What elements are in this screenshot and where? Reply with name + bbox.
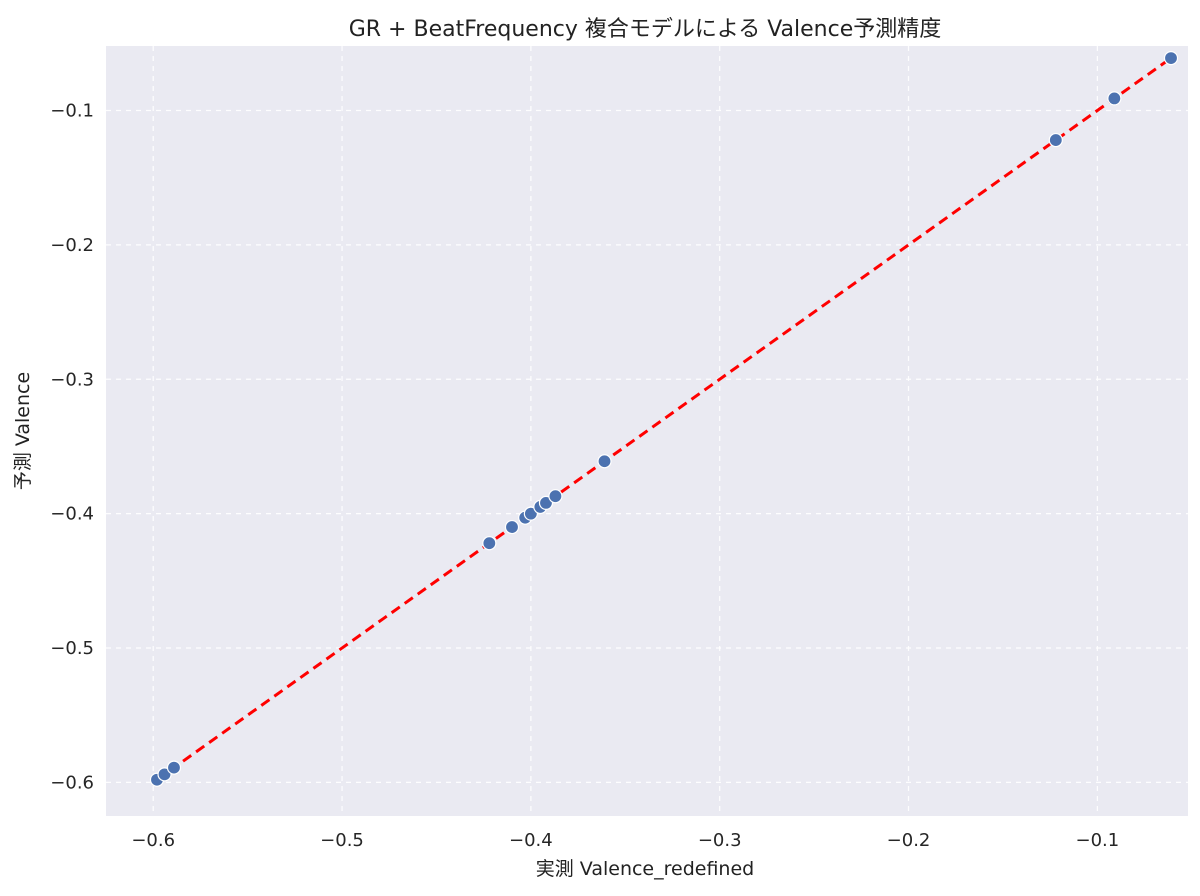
scatter-point <box>1163 50 1179 66</box>
scatter-point <box>1048 132 1063 148</box>
x-tick-label: −0.6 <box>131 830 175 851</box>
y-tick-labels: −0.6 −0.5 −0.4 −0.3 −0.2 −0.1 <box>50 101 94 794</box>
x-tick-label: −0.3 <box>698 830 742 851</box>
scatter-point <box>548 489 563 504</box>
scatter-point <box>1107 91 1122 106</box>
grid <box>106 46 1188 816</box>
scatter-point <box>504 519 520 535</box>
scatter-point <box>597 454 612 469</box>
x-tick-label: −0.4 <box>509 830 553 851</box>
y-tick-label: −0.5 <box>50 638 94 659</box>
y-tick-label: −0.6 <box>50 772 94 793</box>
x-tick-label: −0.1 <box>1076 830 1120 851</box>
x-tick-label: −0.5 <box>320 830 364 851</box>
scatter-point <box>482 536 497 551</box>
y-axis-label: 予測 Valence <box>12 372 34 490</box>
scatter-point <box>166 760 182 775</box>
y-tick-label: −0.4 <box>50 504 94 525</box>
x-axis-label: 実測 Valence_redefined <box>536 858 754 880</box>
y-tick-label: −0.1 <box>50 101 94 122</box>
chart-title: GR + BeatFrequency 複合モデルによる Valence予測精度 <box>349 17 942 42</box>
y-tick-label: −0.2 <box>50 235 94 256</box>
x-tick-label: −0.2 <box>887 830 931 851</box>
scatter-points <box>149 50 1179 787</box>
y-tick-label: −0.3 <box>50 369 94 390</box>
x-tick-labels: −0.6 −0.5 −0.4 −0.3 −0.2 −0.1 <box>131 830 1119 851</box>
